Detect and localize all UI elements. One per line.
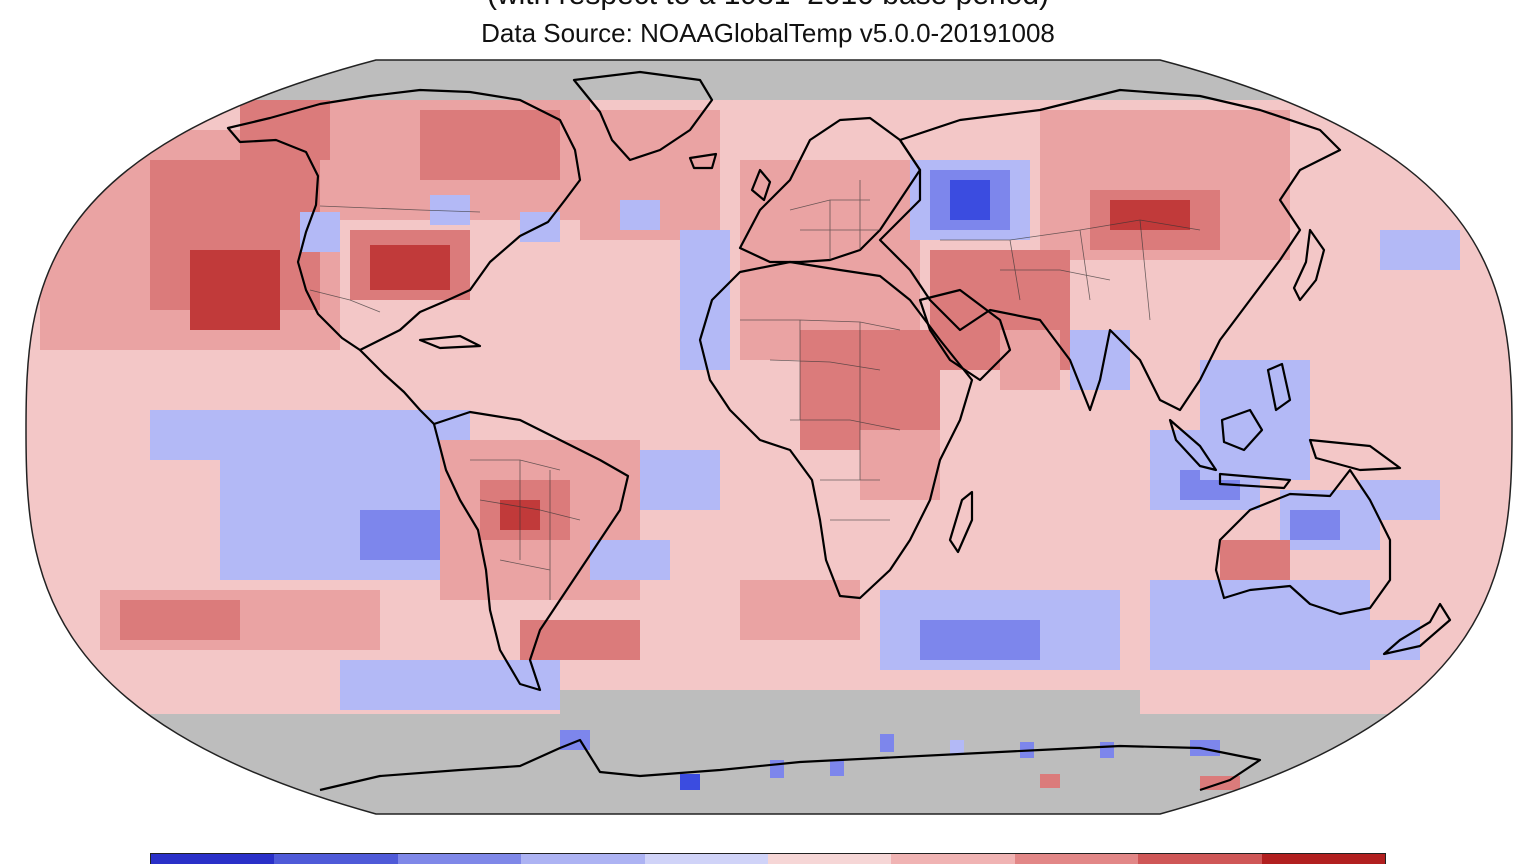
- anomaly-cell: [860, 430, 940, 500]
- figure-title: (with respect to a 1981–2010 base period…: [0, 0, 1536, 12]
- anomaly-cell: [740, 580, 860, 640]
- iceland-coast: [688, 152, 718, 170]
- anomaly-cell: [830, 760, 844, 776]
- anomaly-cell: [1040, 774, 1060, 788]
- new-zealand-coast: [1382, 602, 1452, 656]
- anomaly-colorbar: [150, 853, 1386, 864]
- anomaly-cell: [1290, 510, 1340, 540]
- java-coast: [1218, 472, 1292, 490]
- colorbar-segment: [768, 854, 892, 864]
- colorbar-segment: [1261, 854, 1385, 864]
- uk-coast: [750, 168, 772, 202]
- south-america-borders: [470, 459, 581, 600]
- colorbar-segment: [274, 854, 398, 864]
- colorbar-segment: [397, 854, 522, 864]
- anomaly-cell: [590, 540, 670, 580]
- central-america-coast: [359, 349, 435, 425]
- us-canada-border: [319, 205, 481, 213]
- map-outline: [25, 59, 1513, 815]
- anomaly-cell: [1380, 230, 1460, 270]
- anomaly-cell: [520, 620, 640, 660]
- anomaly-cell: [1360, 480, 1440, 520]
- colorbar-segment: [644, 854, 769, 864]
- arabia-coast: [918, 288, 1012, 382]
- arctic-no-data: [26, 60, 1512, 100]
- philippines-coast: [1266, 362, 1292, 412]
- anomaly-cell: [620, 200, 660, 230]
- data-source-label: Data Source: NOAAGlobalTemp v5.0.0-20191…: [481, 18, 1055, 48]
- africa-borders: [740, 319, 901, 521]
- colorbar-segment: [891, 854, 1015, 864]
- antarctic-no-data: [26, 714, 1512, 814]
- anomaly-cell: [420, 110, 560, 180]
- anomaly-cell: [120, 600, 240, 640]
- anomaly-cell: [1100, 742, 1114, 758]
- anomaly-cell: [1000, 330, 1060, 390]
- anomaly-cell: [680, 230, 730, 370]
- cuba-coast: [418, 334, 482, 350]
- anomaly-cell: [880, 734, 894, 752]
- madagascar-coast: [948, 490, 974, 554]
- colorbar-segment: [1138, 854, 1262, 864]
- anomaly-cell: [1320, 620, 1420, 660]
- colorbar-segment: [1014, 854, 1139, 864]
- antarctica-coast: [319, 738, 1262, 792]
- colorbar-segment: [521, 854, 645, 864]
- asia-borders: [940, 219, 1201, 321]
- borneo-coast: [1220, 408, 1264, 452]
- north-america-coast: [226, 88, 582, 352]
- asia-coast: [878, 88, 1342, 412]
- south-america-coast: [432, 410, 630, 692]
- anomaly-cell: [190, 250, 280, 330]
- anomaly-cell: [680, 774, 700, 790]
- continents: [226, 70, 1452, 792]
- anomaly-cell: [950, 180, 990, 220]
- sumatra-coast: [1168, 418, 1218, 472]
- anomaly-cell: [950, 740, 964, 754]
- anomaly-cell: [370, 245, 450, 290]
- japan-coast: [1292, 228, 1326, 302]
- country-borders: [309, 180, 1201, 600]
- europe-borders: [789, 180, 880, 260]
- greenland-coast: [572, 70, 714, 162]
- new-guinea-coast: [1308, 438, 1402, 472]
- africa-coast: [698, 260, 974, 600]
- anomaly-cell: [1110, 200, 1190, 230]
- antarctic-no-data-step: [560, 690, 1140, 720]
- anomaly-cell: [770, 760, 784, 778]
- anomaly-cell: [430, 195, 470, 225]
- anomaly-cell: [640, 450, 720, 510]
- colorbar-segment: [151, 854, 275, 864]
- australia-coast: [1214, 468, 1392, 616]
- anomaly-cell: [920, 620, 1040, 660]
- us-mexico-border: [309, 289, 381, 313]
